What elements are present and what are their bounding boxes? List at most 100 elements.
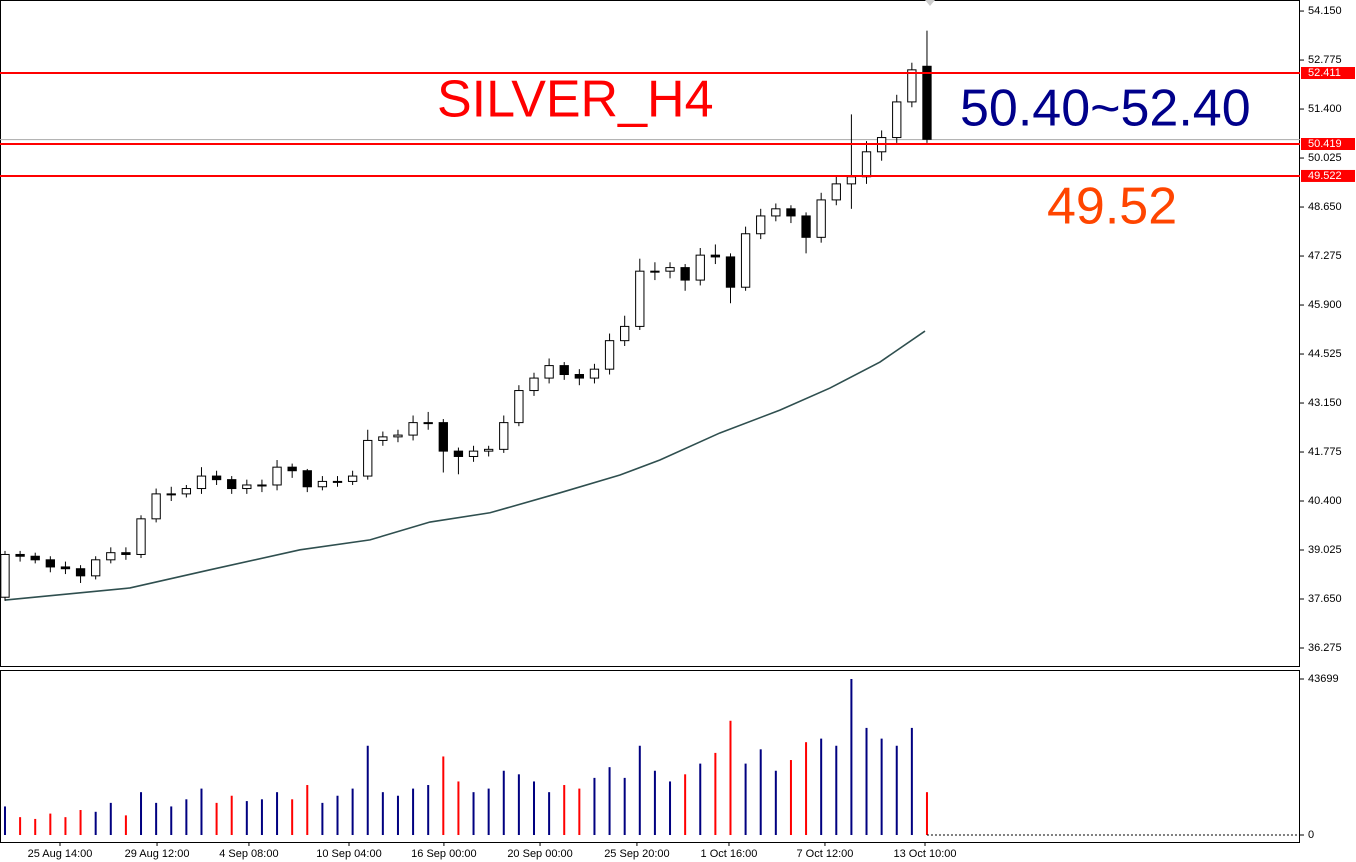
candle-body [317, 480, 328, 488]
volume-bar [351, 788, 354, 836]
candle-body [287, 466, 297, 472]
candle-body [75, 568, 86, 577]
volume-bar [774, 770, 777, 836]
volume-bar [291, 799, 294, 836]
y-tick-label: 48.650 [1308, 201, 1342, 213]
annotation: 50.40~52.40 [960, 80, 1251, 138]
volume-bar [638, 745, 641, 836]
candle-body [725, 256, 736, 288]
level-label: 49.522 [1308, 170, 1342, 182]
candle-body [15, 553, 25, 557]
volume-bar [3, 806, 6, 836]
volume-bar [563, 785, 566, 836]
candle-body [846, 176, 857, 185]
volume-bar [34, 818, 37, 836]
annotation: SILVER_H4 [437, 71, 714, 129]
candle-body [544, 365, 554, 379]
level-tag [1301, 67, 1355, 80]
y-tick-label: 40.400 [1308, 495, 1342, 507]
y-tick-label: 41.775 [1308, 446, 1342, 458]
volume-bar [366, 745, 369, 836]
volume-bar [94, 811, 97, 836]
volume-bar [381, 792, 384, 836]
y-tick-label: 43699 [1308, 673, 1339, 685]
volume-bar [517, 774, 520, 836]
volume-bar [427, 785, 430, 836]
y-tick-label: 50.025 [1308, 152, 1342, 164]
candle-body [181, 488, 192, 495]
candle-body [302, 470, 312, 488]
candle-body [635, 270, 645, 327]
volume-bar [502, 770, 505, 836]
candle-body [861, 151, 872, 178]
volume-bar [865, 727, 868, 836]
volume-bar [321, 802, 324, 836]
candle-body [922, 65, 932, 140]
x-tick-label: 4 Sep 08:00 [219, 848, 278, 860]
level-label: 52.411 [1308, 67, 1341, 79]
volume-bar [548, 792, 551, 836]
volume-bar [623, 777, 626, 836]
candle-body [408, 422, 418, 436]
candle-body [468, 450, 479, 457]
volume-bar [245, 801, 248, 836]
candle-body [740, 233, 751, 288]
volume-bar [215, 802, 218, 836]
candle-body [483, 448, 494, 452]
candle-body [514, 390, 524, 424]
candle-body [106, 552, 116, 561]
candle-body [710, 254, 721, 258]
volume-bar [336, 795, 339, 836]
y-tick-label: 39.025 [1308, 544, 1342, 556]
candle-body [801, 215, 811, 238]
annotation: 49.52 [1047, 178, 1177, 236]
x-tick-label: 25 Aug 14:00 [28, 848, 93, 860]
candle-body [151, 493, 161, 520]
x-tick-label: 20 Sep 00:00 [507, 848, 572, 860]
candle-body [91, 559, 101, 577]
volume-bar [744, 763, 747, 836]
volume-bar [699, 763, 702, 836]
x-tick-label: 7 Oct 12:00 [797, 848, 854, 860]
candle-body [756, 215, 766, 235]
candle-body [211, 475, 222, 481]
volume-bar [820, 738, 823, 836]
volume-bar [684, 774, 687, 836]
volume-bar [276, 792, 279, 836]
volume-bar [487, 788, 490, 836]
x-tick-label: 13 Oct 10:00 [894, 848, 957, 860]
y-tick-label: 51.400 [1308, 103, 1342, 115]
x-tick-label: 10 Sep 04:00 [316, 848, 381, 860]
volume-bar [155, 802, 158, 836]
volume-bar [532, 781, 535, 836]
candle-body [347, 475, 358, 482]
level-label: 50.419 [1308, 138, 1342, 150]
volume-bar [608, 767, 611, 836]
volume-bar [170, 806, 173, 836]
level-tag [1301, 137, 1355, 150]
volume-bar [759, 749, 762, 836]
volume-bar [805, 742, 808, 836]
volume-bar [79, 810, 82, 836]
volume-bar [457, 781, 460, 836]
candle-body [620, 325, 630, 342]
candle-body [589, 368, 600, 379]
volume-bar [910, 727, 913, 836]
candle-body [196, 475, 207, 490]
volume-bar [64, 817, 67, 836]
volume-bar [200, 788, 203, 836]
candle-body [393, 434, 403, 438]
candle-body [257, 484, 267, 487]
volume-bar [140, 792, 143, 836]
volume-bar [578, 788, 581, 836]
volume-bar [895, 745, 898, 836]
volume-panel [0, 670, 1300, 843]
y-tick-label: 37.650 [1308, 593, 1342, 605]
shift-marker [925, 0, 935, 6]
candle-body [30, 555, 40, 561]
candle-body [332, 480, 343, 483]
candle-body [60, 566, 71, 570]
volume-bar [593, 777, 596, 836]
price-panel [0, 0, 1300, 667]
candle-body [529, 377, 539, 392]
